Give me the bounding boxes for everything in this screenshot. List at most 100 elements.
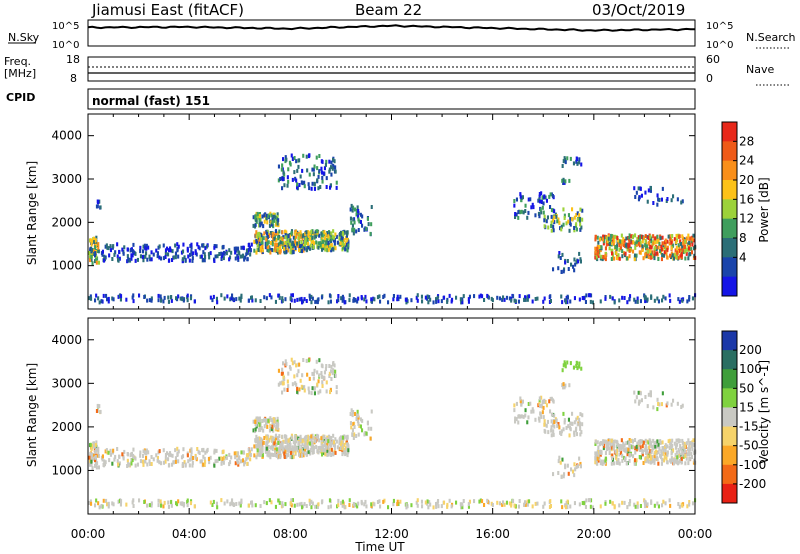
velocity-cell [580, 366, 583, 371]
power-cell [316, 166, 319, 171]
power-cell [597, 250, 600, 254]
velocity-cell [524, 500, 527, 505]
power-cell [278, 229, 281, 234]
velocity-cell [230, 501, 233, 506]
power-cell [629, 294, 632, 299]
power-cell [565, 221, 568, 226]
velocity-cell [249, 453, 252, 457]
velocity-cell [308, 498, 311, 503]
velocity-cell [561, 383, 564, 388]
velocity-cell [279, 455, 282, 460]
power-cell [666, 197, 669, 201]
power-cell [603, 239, 606, 244]
velocity-cell [256, 416, 259, 421]
velocity-cell [594, 451, 597, 456]
velocity-cell [317, 450, 320, 455]
velocity-cell [649, 393, 652, 398]
power-cell [90, 258, 93, 262]
velocity-cell [172, 460, 175, 465]
power-cell [428, 295, 431, 300]
velocity-cell [307, 438, 310, 443]
velocity-cell [663, 458, 666, 463]
power-cell [273, 236, 276, 241]
velocity-cell [97, 446, 100, 451]
velocity-cell [644, 457, 647, 462]
velocity-cell [652, 446, 655, 451]
velocity-cell [288, 449, 291, 454]
velocity-cell [656, 439, 659, 444]
power-cell [646, 235, 649, 240]
power-cell [642, 236, 645, 241]
velocity-cell [529, 401, 532, 406]
power-cell [621, 295, 624, 300]
power-cell [145, 251, 148, 256]
power-cell [421, 299, 424, 304]
velocity-cell [594, 439, 597, 444]
velocity-cell [666, 444, 669, 449]
power-cell [599, 237, 602, 242]
velocity-cell [672, 461, 675, 466]
power-cell [88, 296, 91, 301]
power-cell [514, 212, 517, 216]
power-cell [222, 250, 225, 255]
power-cell [564, 179, 567, 184]
power-cell [366, 216, 369, 221]
power-cell [125, 297, 128, 302]
velocity-cell [687, 461, 690, 466]
power-cell [620, 233, 623, 238]
velocity-cell [132, 447, 135, 452]
power-cell [596, 252, 599, 257]
velocity-cell [556, 423, 559, 428]
power-cell [283, 172, 286, 177]
velocity-cell [213, 463, 216, 468]
power-cell [331, 166, 334, 171]
power-cell [324, 162, 327, 167]
velocity-cell [311, 434, 314, 439]
power-cell [199, 254, 202, 259]
velocity-cell [349, 421, 352, 426]
velocity-cell [604, 451, 607, 456]
power-cell [343, 300, 346, 305]
power-cell [539, 199, 542, 204]
velocity-cell [666, 450, 669, 455]
velocity-cell [607, 439, 610, 444]
power-cell [97, 245, 100, 250]
power-cell [534, 213, 537, 218]
power-cell [254, 215, 257, 220]
velocity-cell [298, 452, 301, 457]
power-cell [624, 251, 627, 256]
velocity-cell [689, 441, 692, 445]
power-cell [659, 249, 662, 253]
velocity-cell [271, 447, 274, 452]
velocity-cell [344, 452, 347, 457]
power-cell [325, 176, 328, 181]
power-cell [616, 236, 619, 240]
power-cell [462, 294, 465, 299]
velocity-cell [527, 415, 530, 420]
velocity-cell [317, 502, 320, 507]
power-cell [681, 248, 684, 253]
velocity-cell [329, 439, 332, 444]
power-cell [325, 232, 328, 237]
velocity-cell [639, 391, 642, 396]
power-cell [215, 296, 218, 301]
velocity-cell [540, 404, 543, 409]
power-cell [562, 207, 565, 212]
power-cell [365, 226, 368, 231]
velocity-cell [690, 444, 693, 449]
power-cell [298, 297, 301, 302]
velocity-cell [269, 435, 272, 440]
velocity-cell [330, 369, 333, 374]
velocity-cell [332, 452, 335, 457]
power-cell [639, 186, 642, 191]
velocity-cell [309, 451, 312, 456]
velocity-cell [467, 502, 470, 507]
velocity-cell [540, 395, 543, 400]
velocity-cell [588, 498, 591, 503]
noise-panel-frame [87, 19, 696, 47]
velocity-cell [642, 440, 645, 445]
power-cell [307, 182, 310, 187]
velocity-cell [258, 442, 261, 447]
velocity-cell [578, 364, 581, 369]
